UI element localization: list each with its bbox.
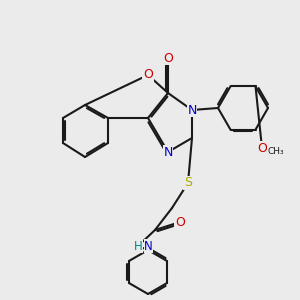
Text: N: N xyxy=(163,146,173,158)
Text: H: H xyxy=(134,239,142,253)
Text: O: O xyxy=(163,52,173,64)
Text: O: O xyxy=(143,68,153,82)
Text: O: O xyxy=(257,142,267,154)
Text: O: O xyxy=(175,215,185,229)
Text: S: S xyxy=(184,176,192,190)
Text: N: N xyxy=(144,239,153,253)
Text: N: N xyxy=(187,103,197,116)
Text: CH₃: CH₃ xyxy=(268,148,284,157)
